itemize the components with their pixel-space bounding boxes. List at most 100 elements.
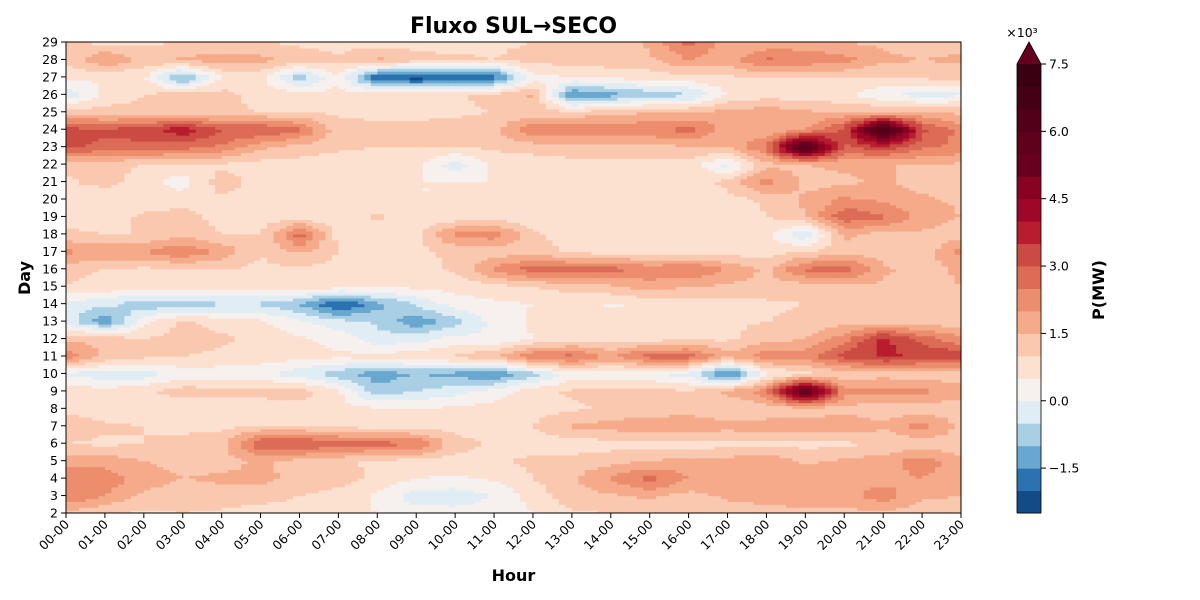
heatmap-cell [357,510,365,513]
heatmap-cell [532,492,541,497]
heatmap-cell [286,486,294,491]
heatmap-cell [889,478,897,482]
heatmap-cell [85,507,93,511]
heatmap-cell [396,489,404,494]
heatmap-cell [636,510,644,513]
heatmap-cell [649,483,657,488]
heatmap-cell [539,489,547,494]
heatmap-cell [78,498,87,502]
heatmap-cell [545,492,554,497]
heatmap-cell [494,486,502,491]
heatmap-cell [915,507,923,511]
heatmap-cell [818,478,826,482]
heatmap-cell [176,486,184,491]
heatmap-cell [403,495,411,500]
heatmap-cell [111,481,119,485]
heatmap-cell [468,481,476,485]
heatmap-cell [325,507,333,511]
heatmap-cell [824,510,832,513]
heatmap-cell [182,483,190,488]
heatmap-cell [124,483,132,488]
heatmap-cell [643,510,651,513]
heatmap-cell [565,510,573,513]
heatmap-cell [351,475,359,479]
heatmap-cell [292,472,301,476]
heatmap-cell [364,486,372,491]
heatmap-cell [545,507,554,511]
heatmap-cell [844,486,852,491]
heatmap-cell [241,504,249,508]
heatmap-cell [604,483,612,488]
heatmap-cell [507,489,515,494]
heatmap-cell [935,495,943,500]
heatmap-cell [344,495,352,500]
heatmap-cell [468,507,476,511]
heatmap-cell [104,495,112,500]
heatmap-cell [883,475,891,479]
heatmap-cell [883,472,891,476]
heatmap-cell [688,501,696,505]
heatmap-cell [435,469,443,473]
heatmap-cell [202,501,210,505]
heatmap-cell [403,469,411,473]
heatmap-cell [176,501,184,505]
heatmap-cell [494,498,502,502]
heatmap-cell [448,507,456,511]
heatmap-cell [798,475,806,479]
heatmap-cell [636,486,644,491]
heatmap-cell [143,472,151,476]
heatmap-cell [565,501,573,505]
heatmap-cell [468,510,476,513]
heatmap-cell [72,483,80,488]
heatmap-cell [643,478,651,482]
heatmap-cell [584,504,592,508]
heatmap-cell [91,486,100,491]
heatmap-cell [811,504,819,508]
heatmap-cell [234,486,242,491]
heatmap-cell [124,489,132,494]
heatmap-cell [338,507,346,511]
heatmap-cell [286,472,294,476]
heatmap-cell [721,486,729,491]
heatmap-cell [610,504,618,508]
heatmap-cell [623,495,631,500]
heatmap-cell [922,495,930,500]
heatmap-cell [604,478,612,482]
heatmap-cell [701,501,709,505]
heatmap-cell [85,510,93,513]
heatmap-cell [785,472,793,476]
heatmap-cell [818,510,826,513]
heatmap-cell [805,495,813,500]
heatmap-cell [435,510,443,513]
heatmap-cell [928,475,936,479]
heatmap-cell [344,469,352,473]
heatmap-cell [305,501,314,505]
heatmap-cell [234,475,242,479]
heatmap-cell [604,501,612,505]
heatmap-cell [260,489,268,494]
heatmap-cell [844,507,852,511]
heatmap-cell [481,489,489,494]
heatmap-cell [202,478,210,482]
heatmap-cell [519,483,528,488]
heatmap-cell [734,495,742,500]
heatmap-cell [455,492,463,497]
heatmap-cell [195,492,203,497]
heatmap-cell [883,492,891,497]
heatmap-cell [578,501,586,505]
heatmap-cell [734,486,742,491]
heatmap-cell [195,478,203,482]
heatmap-cell [889,475,897,479]
heatmap-cell [571,472,579,476]
heatmap-cell [474,489,482,494]
heatmap-cell [318,495,327,500]
heatmap-cell [455,481,463,485]
heatmap-cell [617,510,625,513]
heatmap-cell [565,483,573,488]
heatmap-cell [331,498,339,502]
heatmap-cell [364,504,372,508]
heatmap-cell [189,486,197,491]
heatmap-cell [182,481,190,485]
heatmap-cell [578,472,586,476]
heatmap-cell [883,507,891,511]
